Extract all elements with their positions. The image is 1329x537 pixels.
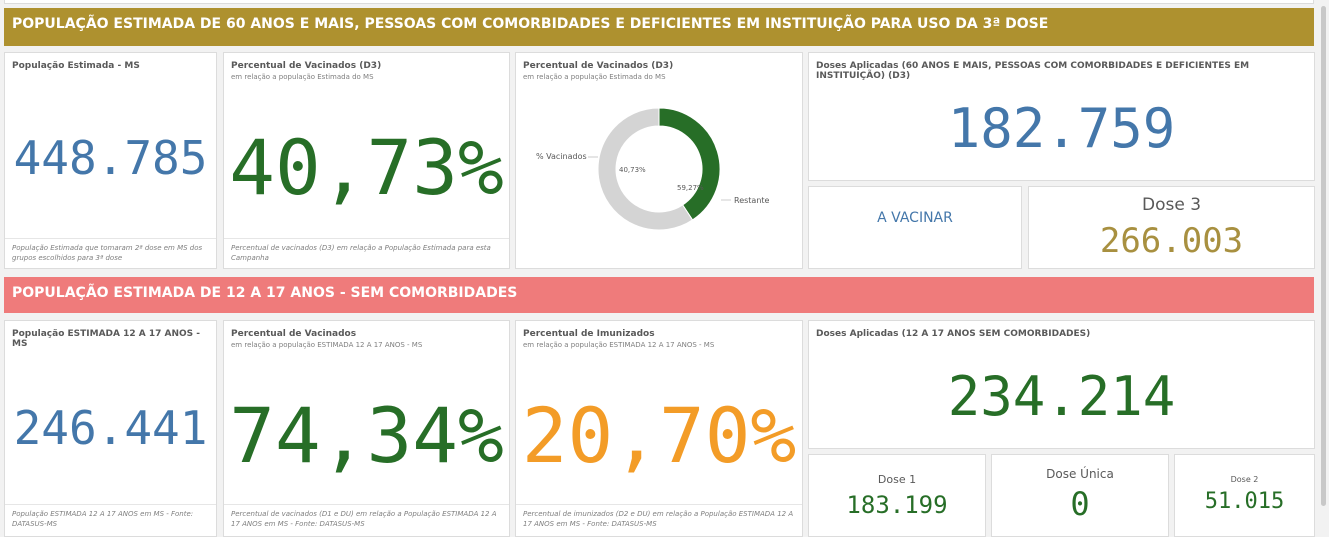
percent-vaccinated-d3-panel[interactable]: Percentual de Vacinados (D3) em relação …: [223, 52, 510, 269]
dose1-label: Dose 1: [877, 473, 917, 486]
panel-subtitle: em relação a população Estimada do MS: [231, 73, 374, 81]
donut-label-restante: Restante: [734, 196, 770, 205]
dose1-value: 183.199: [846, 491, 948, 519]
a-vacinar-label: A VACINAR: [877, 210, 953, 226]
donut-value-restante: 59,27%: [677, 184, 704, 192]
dose-unica-label: Dose Única: [1046, 467, 1114, 481]
donut-slice-vacinados[interactable]: [658, 107, 721, 221]
doses-applied-12-17-value: 234.214: [947, 365, 1176, 428]
percent-vaccinated-12-17-value: 74,34%: [229, 391, 504, 480]
population-estimated-value: 448.785: [13, 131, 208, 185]
panel-subtitle: em relação a população ESTIMADA 12 A 17 …: [231, 341, 423, 349]
scrollbar-thumb[interactable]: [1321, 6, 1326, 506]
panel-footer: Percentual de vacinados (D3) em relação …: [224, 238, 509, 268]
doses-applied-12-17-panel[interactable]: Doses Aplicadas (12 A 17 ANOS SEM COMORB…: [808, 320, 1315, 449]
dose-unica-value: 0: [1070, 485, 1090, 523]
percent-immunized-12-17-panel[interactable]: Percentual de Imunizados em relação a po…: [515, 320, 803, 537]
panel-footer: População ESTIMADA 12 A 17 ANOS em MS - …: [5, 504, 216, 536]
dose1-panel[interactable]: Dose 1 183.199: [808, 454, 986, 537]
panel-footer: Percentual de vacinados (D1 e DU) em rel…: [224, 504, 509, 536]
doses-applied-d3-panel[interactable]: Doses Aplicadas (60 ANOS E MAIS, PESSOAS…: [808, 52, 1315, 181]
dose3-value: 266.003: [1099, 221, 1244, 261]
panel-title: Percentual de Vacinados (D3): [523, 61, 674, 71]
donut-slice-restante[interactable]: [597, 107, 694, 231]
panel-title: População ESTIMADA 12 A 17 ANOS - MS: [12, 329, 201, 349]
scrollbar[interactable]: [1318, 0, 1329, 537]
donut-chart[interactable]: % Vacinados Restante 40,73% 59,27%: [516, 53, 804, 270]
panel-footer: Percentual de imunizados (D2 e DU) em re…: [516, 504, 802, 536]
panel-title: População Estimada - MS: [12, 61, 140, 71]
section2-banner: POPULAÇÃO ESTIMADA DE 12 A 17 ANOS - SEM…: [4, 277, 1314, 313]
dose2-value: 51.015: [1204, 489, 1285, 514]
dose3-panel[interactable]: Dose 3 266.003: [1028, 186, 1315, 269]
previous-panel-edge: [4, 0, 1314, 4]
percent-immunized-12-17-value: 20,70%: [521, 391, 797, 480]
donut-chart-panel[interactable]: Percentual de Vacinados (D3) em relação …: [515, 52, 803, 269]
panel-footer: População Estimada que tomaram 2ª dose e…: [5, 238, 216, 268]
panel-title: Doses Aplicadas (12 A 17 ANOS SEM COMORB…: [816, 329, 1091, 339]
a-vacinar-panel[interactable]: A VACINAR: [808, 186, 1022, 269]
panel-title: Percentual de Vacinados (D3): [231, 61, 382, 71]
panel-subtitle: em relação a população Estimada do MS: [523, 73, 666, 81]
dose-unica-panel[interactable]: Dose Única 0: [991, 454, 1169, 537]
donut-label-vacinados: % Vacinados: [536, 152, 587, 161]
panel-title: Percentual de Vacinados: [231, 329, 357, 339]
percent-vaccinated-d3-value: 40,73%: [229, 123, 504, 212]
panel-subtitle: em relação a população ESTIMADA 12 A 17 …: [523, 341, 715, 349]
dose3-label: Dose 3: [1141, 195, 1202, 215]
dose2-panel[interactable]: Dose 2 51.015: [1174, 454, 1315, 537]
section1-banner: POPULAÇÃO ESTIMADA DE 60 ANOS E MAIS, PE…: [4, 8, 1314, 46]
percent-vaccinated-12-17-panel[interactable]: Percentual de Vacinados em relação a pop…: [223, 320, 510, 537]
population-12-17-value: 246.441: [13, 401, 208, 455]
panel-title: Doses Aplicadas (60 ANOS E MAIS, PESSOAS…: [816, 61, 1250, 81]
panel-title: Percentual de Imunizados: [523, 329, 655, 339]
population-12-17-panel[interactable]: População ESTIMADA 12 A 17 ANOS - MS 246…: [4, 320, 217, 537]
donut-value-vacinados: 40,73%: [619, 166, 646, 174]
doses-applied-d3-value: 182.759: [947, 97, 1176, 160]
population-estimated-panel[interactable]: População Estimada - MS 448.785 Populaçã…: [4, 52, 217, 269]
dose2-label: Dose 2: [1230, 475, 1259, 484]
